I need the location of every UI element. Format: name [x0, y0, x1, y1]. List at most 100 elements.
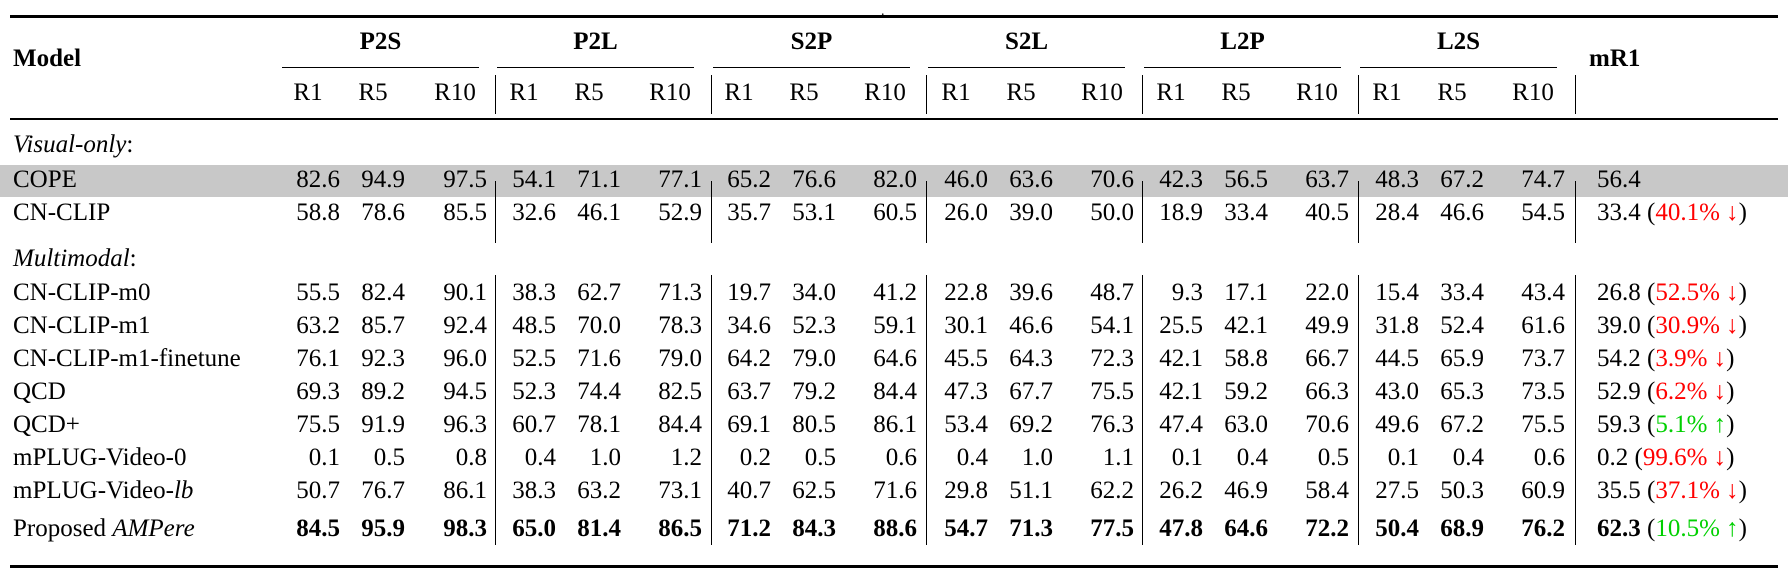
score-cell: 96.0 [443, 345, 487, 372]
relative-change: 5.1% [1655, 411, 1708, 438]
score-cell: 26.0 [944, 199, 988, 226]
score-cell: 64.6 [1224, 515, 1268, 542]
section-multimodal: Multimodal: [13, 244, 137, 274]
score-cell: 65.9 [1440, 345, 1484, 372]
score-cell: 1.1 [1102, 444, 1134, 471]
metric-header: R10 [1512, 79, 1554, 106]
score-cell: 58.4 [1305, 477, 1349, 504]
column-divider [1142, 75, 1143, 114]
group-header: S2L [1004, 28, 1049, 55]
score-cell: 54.7 [944, 515, 988, 542]
paren-open: ( [1640, 312, 1656, 339]
mr1-value: 0.2 [1597, 444, 1629, 471]
score-cell: 27.5 [1375, 477, 1419, 504]
metric-header: R5 [1221, 79, 1251, 106]
score-cell: 38.3 [512, 279, 556, 306]
column-divider [926, 275, 927, 545]
relative-change: 3.9% [1655, 345, 1708, 372]
score-cell: 54.5 [1521, 199, 1565, 226]
score-cell: 73.5 [1521, 378, 1565, 405]
score-cell: 69.3 [296, 378, 340, 405]
score-cell: 86.1 [873, 411, 917, 438]
score-cell: 77.5 [1090, 515, 1134, 542]
mr1-value: 62.3 [1597, 515, 1641, 542]
score-cell: 72.2 [1305, 515, 1349, 542]
column-divider [926, 181, 927, 243]
score-cell: 22.0 [1305, 279, 1349, 306]
score-cell: 63.2 [577, 477, 621, 504]
score-cell: 40.5 [1305, 199, 1349, 226]
score-cell: 94.5 [443, 378, 487, 405]
paren-close: ) [1726, 411, 1735, 438]
metric-header: R5 [789, 79, 819, 106]
score-cell: 74.4 [577, 378, 621, 405]
score-cell: 29.8 [944, 477, 988, 504]
bottom-rule [10, 565, 1778, 568]
score-cell: 67.2 [1440, 166, 1484, 193]
score-cell: 0.1 [1387, 444, 1419, 471]
score-cell: 62.5 [792, 477, 836, 504]
score-cell: 42.1 [1159, 345, 1203, 372]
score-cell: 0.5 [1317, 444, 1349, 471]
score-cell: 95.9 [361, 515, 405, 542]
group-underline [928, 67, 1125, 68]
column-divider [495, 181, 496, 243]
score-cell: 0.4 [1236, 444, 1268, 471]
score-cell: 46.9 [1224, 477, 1268, 504]
paren-close: ) [1726, 444, 1735, 471]
score-cell: 47.8 [1159, 515, 1203, 542]
score-cell: 46.6 [1009, 312, 1053, 339]
model-name: mPLUG-Video-lb [13, 476, 193, 506]
score-cell: 63.7 [1305, 166, 1349, 193]
metric-header: R5 [358, 79, 388, 106]
score-cell: 74.7 [1521, 166, 1565, 193]
top-rule [10, 15, 1778, 18]
column-divider [1575, 275, 1576, 545]
score-cell: 71.6 [577, 345, 621, 372]
arrow-down-icon: ↓ [1713, 345, 1727, 372]
metric-header: R1 [941, 79, 971, 106]
paren-open: ( [1640, 199, 1656, 226]
score-cell: 71.3 [1009, 515, 1053, 542]
score-cell: 0.1 [308, 444, 340, 471]
score-cell: 53.4 [944, 411, 988, 438]
model-name-text: mPLUG-Video-0 [13, 444, 187, 471]
paren-open: ( [1640, 378, 1656, 405]
section-visual-only: Visual-only: [13, 130, 133, 160]
score-cell: 0.5 [373, 444, 405, 471]
paren-open: ( [1640, 477, 1656, 504]
paren-close: ) [1726, 345, 1735, 372]
score-cell: 82.5 [658, 378, 702, 405]
score-cell: 92.3 [361, 345, 405, 372]
mr1-value: 54.2 [1597, 345, 1641, 372]
score-cell: 22.8 [944, 279, 988, 306]
score-cell: 75.5 [1521, 411, 1565, 438]
column-divider [711, 275, 712, 545]
score-cell: 58.8 [1224, 345, 1268, 372]
score-cell: 78.1 [577, 411, 621, 438]
score-cell: 49.6 [1375, 411, 1419, 438]
score-cell: 69.2 [1009, 411, 1053, 438]
mr1-cell: 35.5 (37.1% ↓) [1597, 476, 1747, 506]
score-cell: 48.7 [1090, 279, 1134, 306]
model-name-text: COPE [13, 166, 77, 193]
score-cell: 64.2 [727, 345, 771, 372]
score-cell: 65.2 [727, 166, 771, 193]
score-cell: 59.1 [873, 312, 917, 339]
model-header: Model [13, 45, 82, 72]
mr1-cell: 52.9 (6.2% ↓) [1597, 377, 1734, 407]
score-cell: 9.3 [1171, 279, 1203, 306]
column-divider [495, 275, 496, 545]
score-cell: 70.0 [577, 312, 621, 339]
arrow-down-icon: ↓ [1726, 279, 1739, 306]
mr1-cell: 33.4 (40.1% ↓) [1597, 198, 1747, 228]
mr1-value: 59.3 [1597, 411, 1641, 438]
score-cell: 41.2 [873, 279, 917, 306]
score-cell: 63.2 [296, 312, 340, 339]
score-cell: 85.7 [361, 312, 405, 339]
score-cell: 38.3 [512, 477, 556, 504]
score-cell: 79.0 [792, 345, 836, 372]
paren-open: ( [1640, 279, 1656, 306]
score-cell: 77.1 [658, 166, 702, 193]
paren-open: ( [1640, 515, 1656, 542]
